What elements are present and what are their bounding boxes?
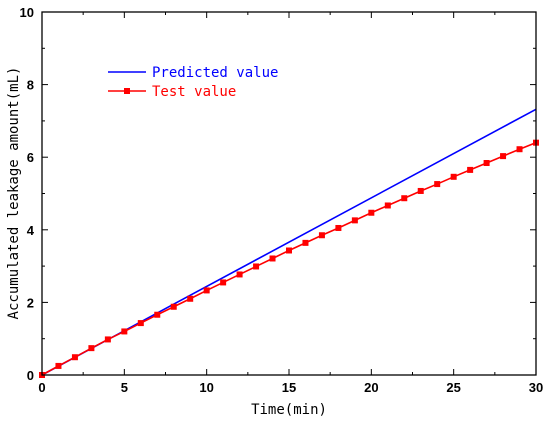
axes-layer: 0 5 10 15 20 25 30 0 2 4 6 8 10 xyxy=(20,5,544,395)
x-tick-label: 20 xyxy=(364,380,378,395)
y-tick-label: 6 xyxy=(27,150,34,165)
data-point xyxy=(384,202,391,209)
legend-label-2: Test value xyxy=(152,84,236,100)
x-tick-label: 10 xyxy=(199,380,213,395)
data-point xyxy=(483,160,490,167)
data-point xyxy=(220,279,227,286)
data-point xyxy=(467,166,474,173)
data-point xyxy=(401,195,408,202)
plot-frame xyxy=(41,11,537,376)
data-point xyxy=(516,146,523,153)
legend-marker-2 xyxy=(124,88,130,94)
data-point xyxy=(121,328,128,335)
x-tick-label: 25 xyxy=(446,380,460,395)
data-point xyxy=(137,320,144,327)
legend-label-1: Predicted value xyxy=(152,65,278,81)
data-point xyxy=(203,287,210,294)
data-point xyxy=(88,345,95,352)
y-tick-label: 8 xyxy=(27,78,34,93)
data-point xyxy=(368,209,375,216)
data-point xyxy=(417,187,424,194)
x-axis-title: Time(min) xyxy=(251,402,327,418)
data-point xyxy=(318,232,325,239)
data-point xyxy=(302,239,309,246)
y-tick-label: 4 xyxy=(27,223,35,238)
data-point xyxy=(104,336,111,343)
x-tick-label: 0 xyxy=(38,380,45,395)
data-point xyxy=(434,181,441,188)
data-point xyxy=(269,255,276,262)
x-tick-label: 15 xyxy=(282,380,296,395)
data-point xyxy=(253,263,260,270)
series-layer xyxy=(39,108,539,378)
x-tick-label: 30 xyxy=(529,380,543,395)
x-tick-label: 5 xyxy=(121,380,128,395)
y-tick-label: 2 xyxy=(27,295,34,310)
y-tick-label: 0 xyxy=(27,368,34,383)
data-point xyxy=(351,217,358,224)
data-point xyxy=(500,153,507,160)
data-point xyxy=(286,247,292,254)
data-point xyxy=(154,311,161,318)
data-point xyxy=(55,362,62,369)
data-point xyxy=(236,271,243,278)
legend: Predicted value Test value xyxy=(108,65,278,100)
y-axis-title: Accumulated leakage amount(mL) xyxy=(6,67,22,320)
data-point xyxy=(335,224,342,231)
data-point xyxy=(187,295,194,302)
y-tick-label: 10 xyxy=(20,5,34,20)
data-point xyxy=(450,173,457,180)
data-point xyxy=(170,303,177,310)
series-line-2 xyxy=(41,141,537,376)
data-point xyxy=(71,354,78,361)
